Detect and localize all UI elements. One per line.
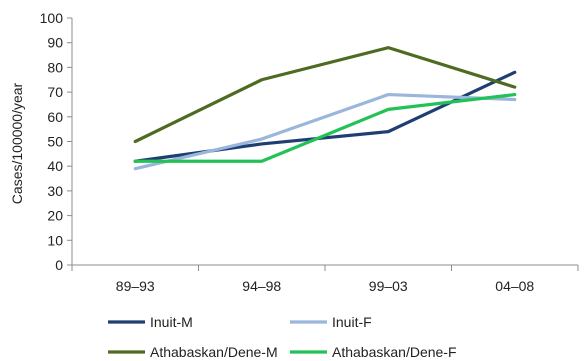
y-tick-label: 30 — [47, 183, 63, 199]
legend: Inuit-M Inuit-F Athabaskan/Dene-M Athabaska… — [108, 314, 457, 360]
y-tick-label: 100 — [40, 10, 64, 26]
series-line-athabaskan-dene-f — [133, 92, 517, 163]
series-line-inuit-f — [133, 92, 517, 171]
y-tick-label: 0 — [55, 257, 63, 273]
y-tick-label: 10 — [47, 232, 63, 248]
x-tick-label: 99–03 — [369, 278, 408, 294]
y-tick-label: 40 — [47, 158, 63, 174]
legend-label: Inuit-F — [332, 314, 372, 330]
legend-label: Athabaskan/Dene-F — [332, 344, 457, 360]
series-lines — [133, 46, 517, 171]
y-tick-label: 70 — [47, 84, 63, 100]
y-tick-label: 60 — [47, 109, 63, 125]
y-tick-label: 50 — [47, 134, 63, 150]
x-tick-label: 89–93 — [116, 278, 155, 294]
x-tick-label: 04–08 — [495, 278, 534, 294]
y-tick-label: 20 — [47, 208, 63, 224]
y-tick-label: 90 — [47, 35, 63, 51]
y-tick-label: 80 — [47, 59, 63, 75]
x-tick-label: 94–98 — [242, 278, 281, 294]
legend-label: Athabaskan/Dene-M — [150, 344, 278, 360]
y-axis-title: Cases/100000/year — [9, 82, 25, 204]
y-axis-ticks: 0 10 20 30 40 50 60 70 80 90 100 — [40, 10, 72, 273]
x-axis-ticks: 89–93 94–98 99–03 04–08 — [71, 265, 579, 294]
legend-label: Inuit-M — [150, 314, 193, 330]
series-line-athabaskan-dene-m — [133, 46, 517, 144]
